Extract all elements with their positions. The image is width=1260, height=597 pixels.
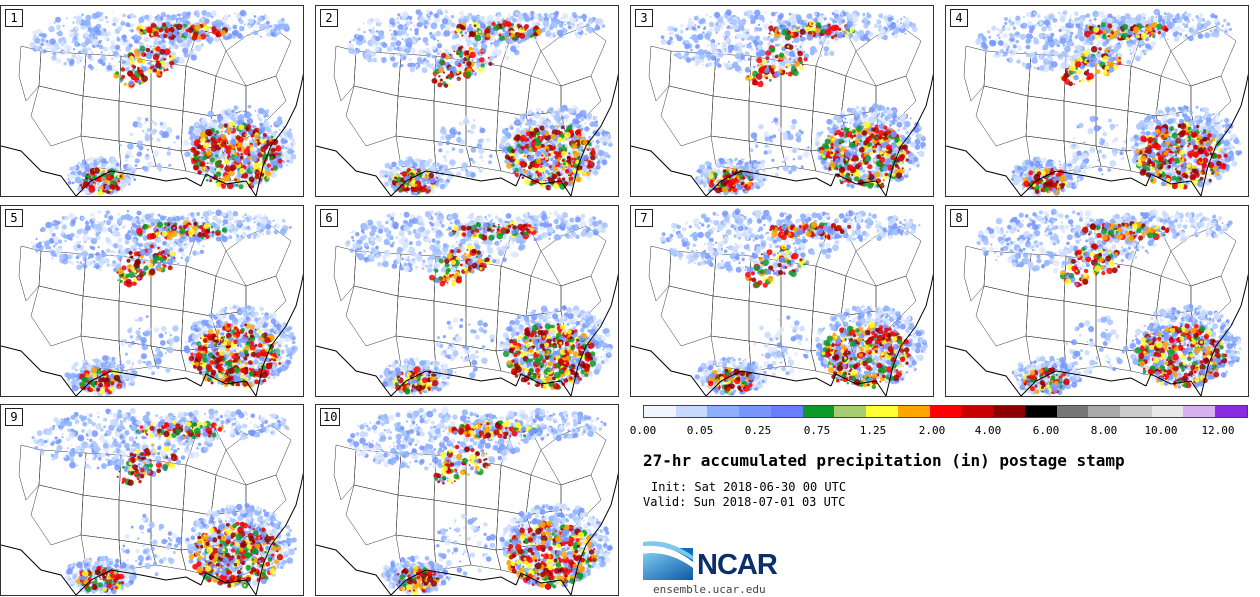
colorbar-segment	[929, 406, 962, 417]
ensemble-member-panel: 3	[630, 5, 934, 197]
colorbar-segment	[1088, 406, 1121, 417]
colorbar-segment	[1151, 406, 1184, 417]
member-number-label: 8	[950, 209, 968, 227]
ensemble-member-panel: 2	[315, 5, 619, 197]
coastline	[1, 73, 303, 196]
ensemble-member-panel: 10	[315, 404, 619, 596]
colorbar-segment	[1024, 406, 1057, 417]
colorbar-tick-label: 8.00	[1091, 424, 1118, 437]
colorbar-segment	[993, 406, 1025, 417]
member-number-label: 9	[5, 408, 23, 426]
precip-map	[631, 9, 933, 196]
coastline	[631, 73, 933, 196]
ensemble-member-panel: 1	[0, 5, 304, 197]
colorbar-segment	[897, 406, 930, 417]
precip-map	[1, 9, 303, 196]
colorbar-segment	[675, 406, 708, 417]
coastline	[316, 273, 618, 396]
precip-map	[631, 208, 933, 396]
colorbar-segment	[802, 406, 835, 417]
precip-map	[316, 406, 618, 595]
member-number-label: 3	[635, 9, 653, 27]
member-number-label: 1	[5, 9, 23, 27]
precip-map	[1, 209, 303, 396]
chart-title: 27-hr accumulated precipitation (in) pos…	[643, 451, 1125, 470]
colorbar-labels: 0.00 0.05 0.25 0.75 1.25 2.00 4.00 6.00 8.00 10.0…	[630, 424, 1260, 438]
coastline	[1, 273, 303, 396]
precip-map	[946, 208, 1248, 396]
member-number-label: 4	[950, 9, 968, 27]
ensemble-member-panel: 4	[945, 5, 1249, 197]
precip-field	[975, 8, 1243, 196]
precip-map	[316, 8, 618, 196]
colorbar-tick-label: 0.05	[687, 424, 714, 437]
colorbar-tick-label: 2.00	[919, 424, 946, 437]
ensemble-member-panel: 9	[0, 404, 304, 596]
precip-field	[347, 8, 613, 196]
ncar-logo-icon	[643, 541, 693, 580]
precip-field	[344, 210, 613, 396]
member-number-label: 7	[635, 209, 653, 227]
coastline	[946, 73, 1248, 196]
coastline	[631, 273, 933, 396]
precip-field	[976, 208, 1242, 396]
colorbar-segment	[770, 406, 803, 417]
colorbar-tick-label: 4.00	[975, 424, 1002, 437]
init-time: Init: Sat 2018-06-30 00 UTC	[651, 480, 846, 494]
logo-wordmark: NCAR	[697, 549, 778, 582]
colorbar-segment	[644, 406, 676, 417]
member-number-label: 10	[320, 408, 341, 426]
member-number-label: 2	[320, 9, 338, 27]
colorbar-tick-label: 0.25	[745, 424, 772, 437]
colorbar-segment	[739, 406, 771, 417]
ensemble-member-panel: 5	[0, 205, 304, 397]
coastline	[316, 472, 618, 595]
precip-colorbar	[643, 405, 1248, 418]
colorbar-tick-label: 6.00	[1033, 424, 1060, 437]
site-url: ensemble.ucar.edu	[653, 583, 766, 596]
precip-field	[660, 208, 928, 396]
colorbar-tick-label: 12.00	[1201, 424, 1234, 437]
member-number-label: 5	[5, 209, 23, 227]
colorbar-tick-label: 10.00	[1144, 424, 1177, 437]
precip-field	[29, 9, 297, 196]
ensemble-member-panel: 6	[315, 205, 619, 397]
precip-map	[946, 8, 1248, 196]
precip-field	[31, 209, 299, 396]
coastline	[946, 273, 1248, 396]
colorbar-segment	[1120, 406, 1152, 417]
coastline	[1, 472, 303, 595]
precip-map	[316, 210, 618, 396]
colorbar-tick-label: 1.25	[860, 424, 887, 437]
member-number-label: 6	[320, 209, 338, 227]
coastline	[316, 73, 618, 196]
colorbar-segment	[834, 406, 867, 417]
colorbar-tick-label: 0.75	[804, 424, 831, 437]
colorbar-segment	[707, 406, 740, 417]
colorbar-segment	[1183, 406, 1216, 417]
colorbar-segment	[866, 406, 898, 417]
precip-map	[1, 407, 303, 595]
valid-time: Valid: Sun 2018-07-01 03 UTC	[643, 495, 845, 509]
precip-field	[660, 9, 927, 196]
ensemble-member-panel: 7	[630, 205, 934, 397]
colorbar-segment	[961, 406, 994, 417]
ensemble-member-panel: 8	[945, 205, 1249, 397]
colorbar-tick-label: 0.00	[630, 424, 657, 437]
colorbar-segment	[1056, 406, 1089, 417]
precip-field	[347, 406, 613, 595]
precip-field	[31, 407, 297, 595]
colorbar-segment	[1215, 406, 1247, 417]
